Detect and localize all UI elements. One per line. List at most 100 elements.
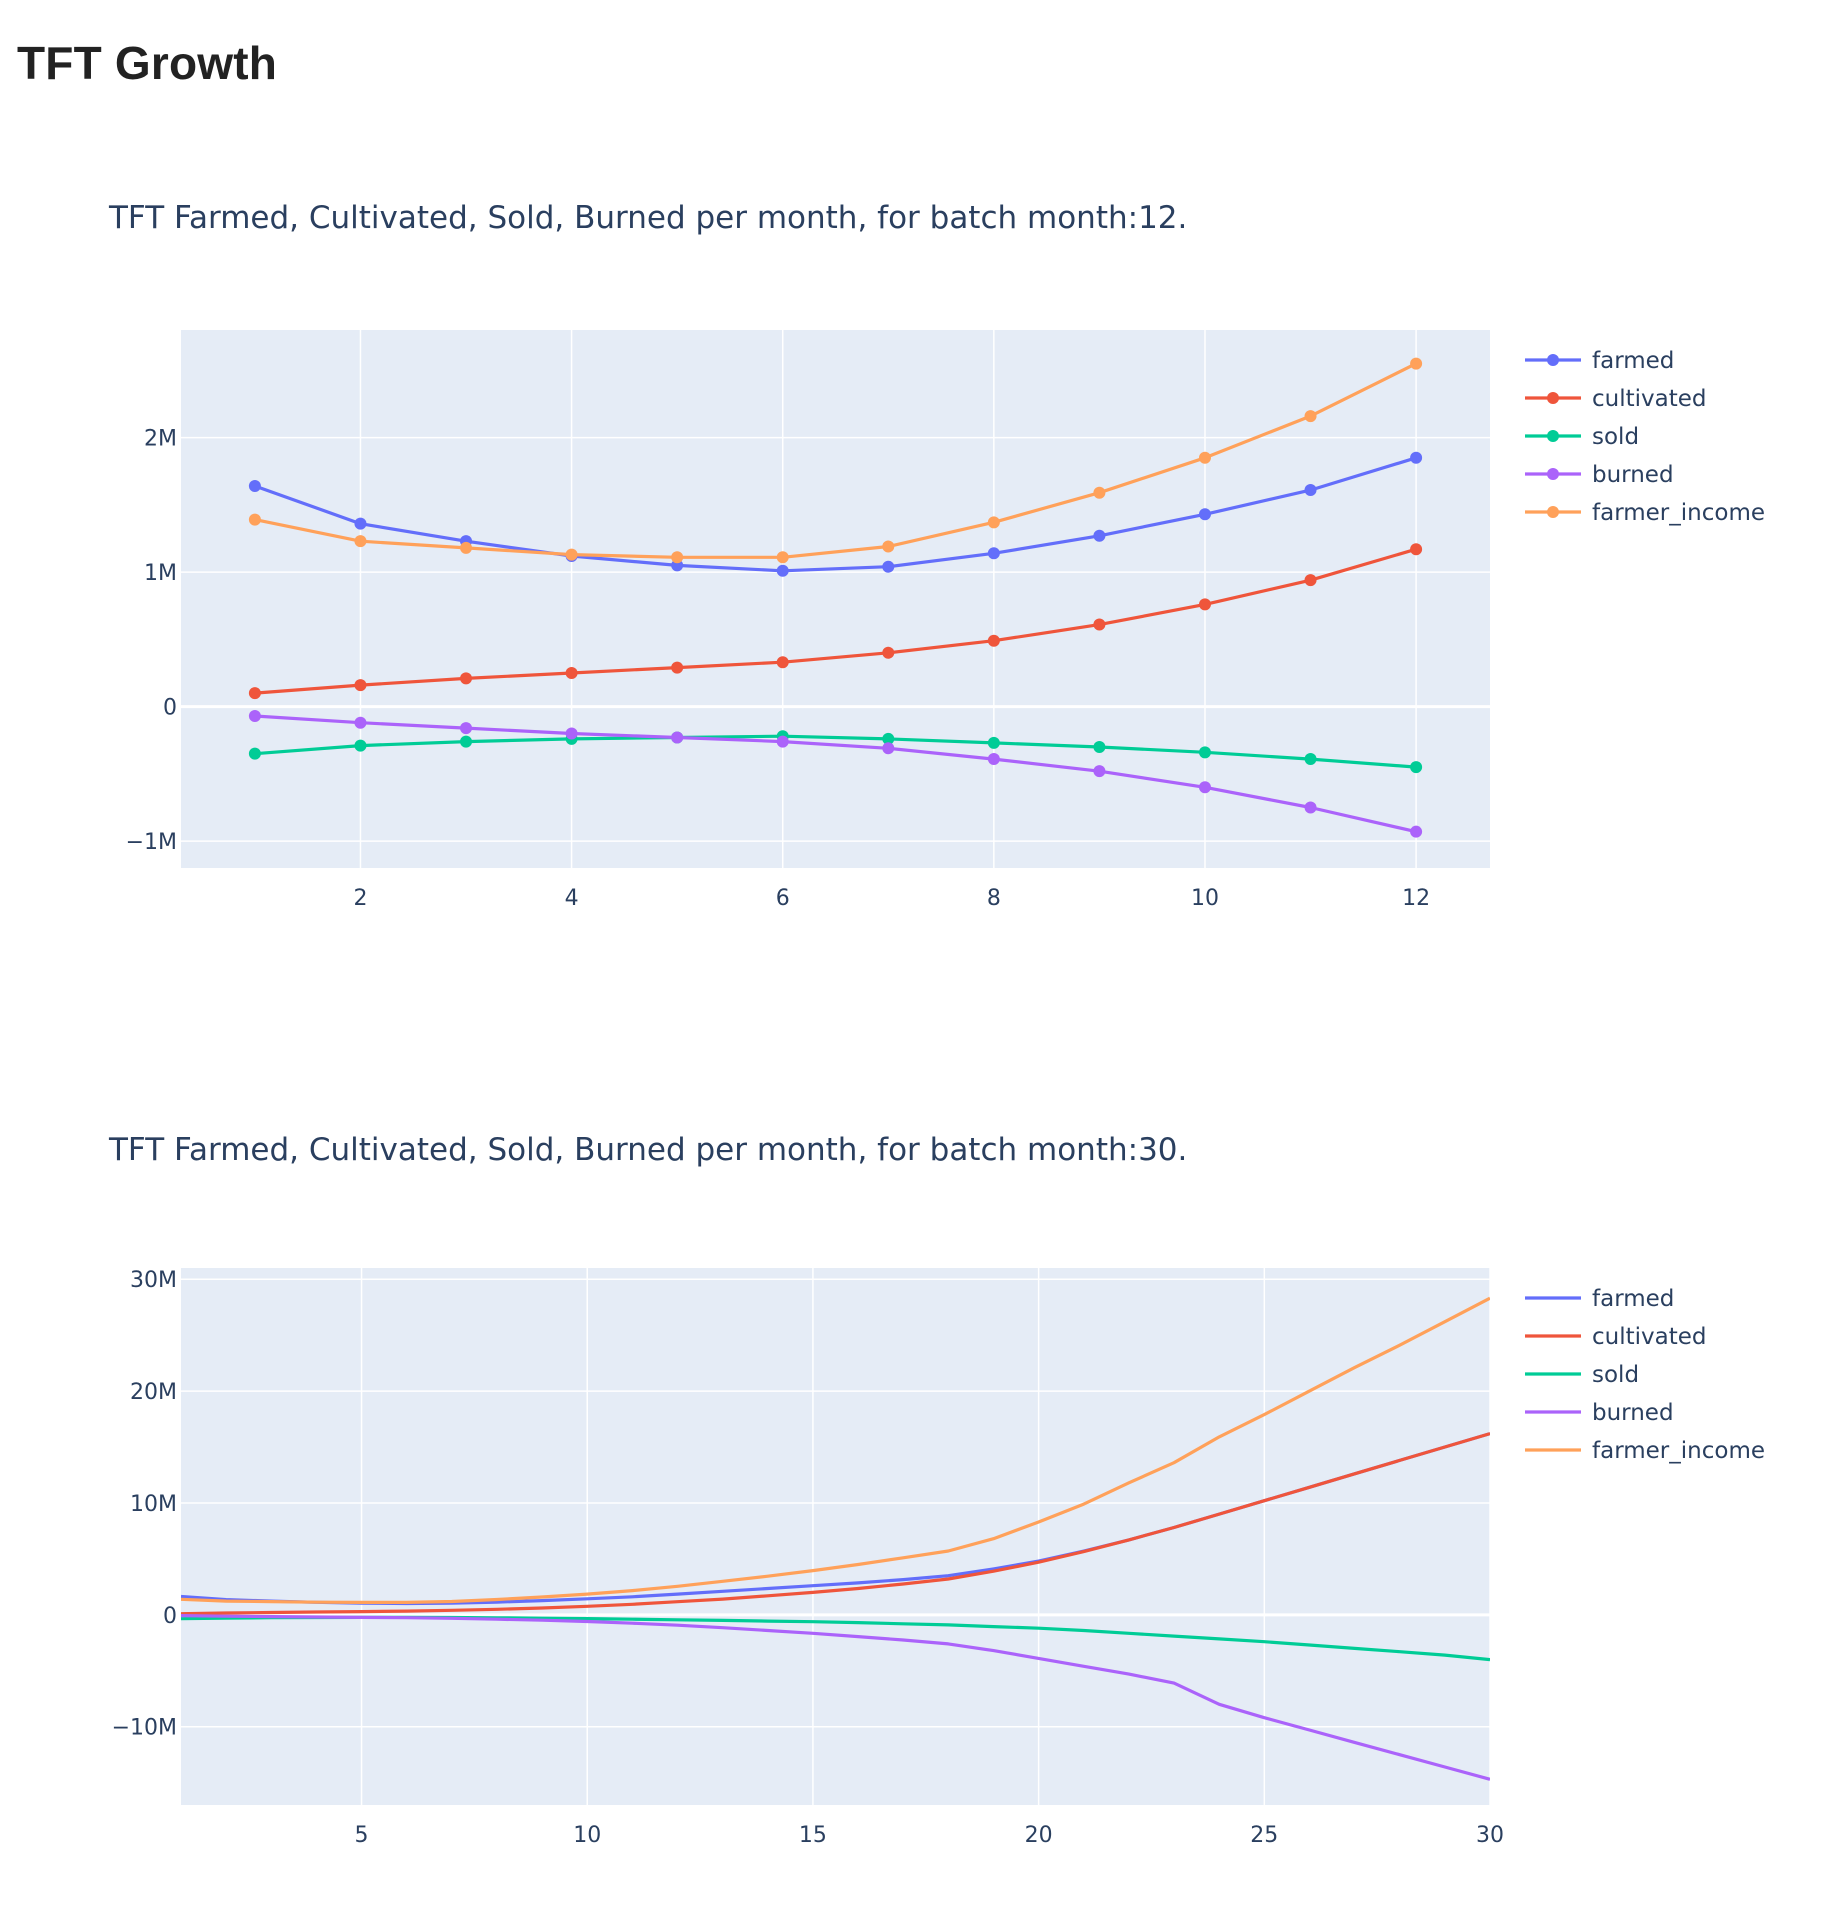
legend-item-farmed[interactable]: farmed: [1525, 348, 1674, 374]
data-point-sold: [354, 739, 367, 752]
data-point-cultivated: [776, 656, 789, 669]
y-tick-label: 10M: [130, 1492, 177, 1517]
data-point-farmer_income: [460, 541, 473, 554]
legend-label: farmer_income: [1592, 500, 1765, 526]
x-tick-label: 5: [355, 1823, 369, 1848]
y-tick-label: 20M: [130, 1380, 177, 1405]
data-point-farmed: [776, 564, 789, 577]
legend-item-cultivated[interactable]: cultivated: [1525, 1324, 1707, 1350]
legend-label: farmed: [1592, 1286, 1674, 1312]
series-line-farmer_income: [254, 362, 1417, 559]
legend[interactable]: farmed cultivated sold burned farmer_income: [1525, 1286, 1765, 1464]
data-point-farmer_income: [671, 551, 684, 564]
chart-title: TFT Farmed, Cultivated, Sold, Burned per…: [108, 200, 1187, 236]
x-tick-label: 8: [987, 886, 1001, 911]
data-point-farmer_income: [565, 548, 578, 561]
x-tick-label: 25: [1250, 1823, 1278, 1848]
legend-item-farmed[interactable]: farmed: [1525, 1286, 1674, 1312]
legend-item-sold[interactable]: sold: [1525, 424, 1639, 450]
x-tick-label: 12: [1402, 886, 1430, 911]
data-point-cultivated: [565, 666, 578, 679]
data-point-farmer_income: [776, 551, 789, 564]
data-point-cultivated: [248, 687, 261, 700]
data-point-burned: [1093, 765, 1106, 778]
x-tick-label: 30: [1476, 1823, 1504, 1848]
legend-label: burned: [1592, 462, 1674, 488]
x-tick-label: 4: [565, 886, 579, 911]
legend-label: sold: [1592, 424, 1639, 450]
data-point-farmer_income: [248, 513, 261, 526]
data-point-cultivated: [882, 646, 895, 659]
legend-marker: [1547, 430, 1559, 442]
data-point-farmer_income: [354, 535, 367, 548]
data-point-farmer_income: [1410, 357, 1423, 370]
series-line-cultivated: [254, 547, 1417, 695]
y-tick-label: 30M: [130, 1268, 177, 1293]
y-tick-label: 0: [163, 1604, 177, 1629]
series-line-sold: [254, 734, 1417, 769]
legend-item-farmer_income[interactable]: farmer_income: [1525, 1438, 1765, 1464]
data-point-burned: [987, 753, 1000, 766]
plot-area: [181, 1268, 1490, 1805]
y-tick-label: −10M: [112, 1716, 177, 1741]
data-point-cultivated: [1304, 574, 1317, 587]
gridlines: [181, 1268, 1491, 1805]
legend-item-sold[interactable]: sold: [1525, 1362, 1639, 1388]
x-tick-label: 10: [1191, 886, 1219, 911]
legend-marker: [1547, 506, 1559, 518]
data-point-cultivated: [1410, 543, 1423, 556]
series-line-farmed: [254, 456, 1417, 573]
legend-marker: [1547, 392, 1559, 404]
series-group: [248, 357, 1423, 838]
legend-label: farmer_income: [1592, 1438, 1765, 1464]
data-point-farmed: [1093, 529, 1106, 542]
data-point-burned: [776, 735, 789, 748]
legend-label: farmed: [1592, 348, 1674, 374]
data-point-burned: [882, 742, 895, 755]
series-group: [181, 1296, 1490, 1781]
data-point-farmer_income: [1304, 410, 1317, 423]
legend-label: burned: [1592, 1400, 1674, 1426]
series-line-burned: [254, 714, 1417, 834]
data-point-sold: [1304, 753, 1317, 766]
series-line-farmer_income: [181, 1296, 1490, 1605]
legend-marker: [1547, 354, 1559, 366]
data-point-sold: [1198, 746, 1211, 759]
y-tick-label: 2M: [144, 427, 177, 452]
x-tick-label: 10: [573, 1823, 601, 1848]
legend-item-cultivated[interactable]: cultivated: [1525, 386, 1707, 412]
data-point-burned: [1198, 781, 1211, 794]
data-point-sold: [1410, 761, 1423, 774]
data-point-burned: [354, 716, 367, 729]
data-point-farmed: [248, 480, 261, 493]
data-point-cultivated: [1198, 598, 1211, 611]
data-point-burned: [565, 727, 578, 740]
data-point-sold: [1093, 740, 1106, 753]
data-point-cultivated: [1093, 618, 1106, 631]
data-point-burned: [248, 710, 261, 723]
x-tick-label: 6: [776, 886, 790, 911]
y-tick-label: −1M: [126, 830, 177, 855]
legend-item-burned[interactable]: burned: [1525, 1400, 1674, 1426]
data-point-farmer_income: [1093, 486, 1106, 499]
y-tick-label: 0: [163, 696, 177, 721]
legend-item-farmer_income[interactable]: farmer_income: [1525, 500, 1765, 526]
x-tick-label: 2: [353, 886, 367, 911]
data-point-burned: [1304, 801, 1317, 814]
data-point-farmed: [987, 547, 1000, 560]
legend-label: sold: [1592, 1362, 1639, 1388]
chart-batch-30: TFT Farmed, Cultivated, Sold, Burned per…: [108, 1132, 1765, 1848]
page-title: TFT Growth: [17, 37, 278, 89]
data-point-burned: [1410, 825, 1423, 838]
data-point-farmer_income: [882, 540, 895, 553]
chart-batch-12: TFT Farmed, Cultivated, Sold, Burned per…: [108, 200, 1765, 911]
data-point-farmed: [1410, 451, 1423, 464]
data-point-sold: [248, 747, 261, 760]
data-point-farmer_income: [1198, 451, 1211, 464]
data-point-sold: [460, 735, 473, 748]
legend-item-burned[interactable]: burned: [1525, 462, 1674, 488]
chart-title: TFT Farmed, Cultivated, Sold, Burned per…: [108, 1132, 1187, 1168]
legend[interactable]: farmed cultivated sold burned farmer_income: [1525, 348, 1765, 526]
series-line-burned: [181, 1614, 1490, 1781]
y-tick-label: 1M: [144, 561, 177, 586]
